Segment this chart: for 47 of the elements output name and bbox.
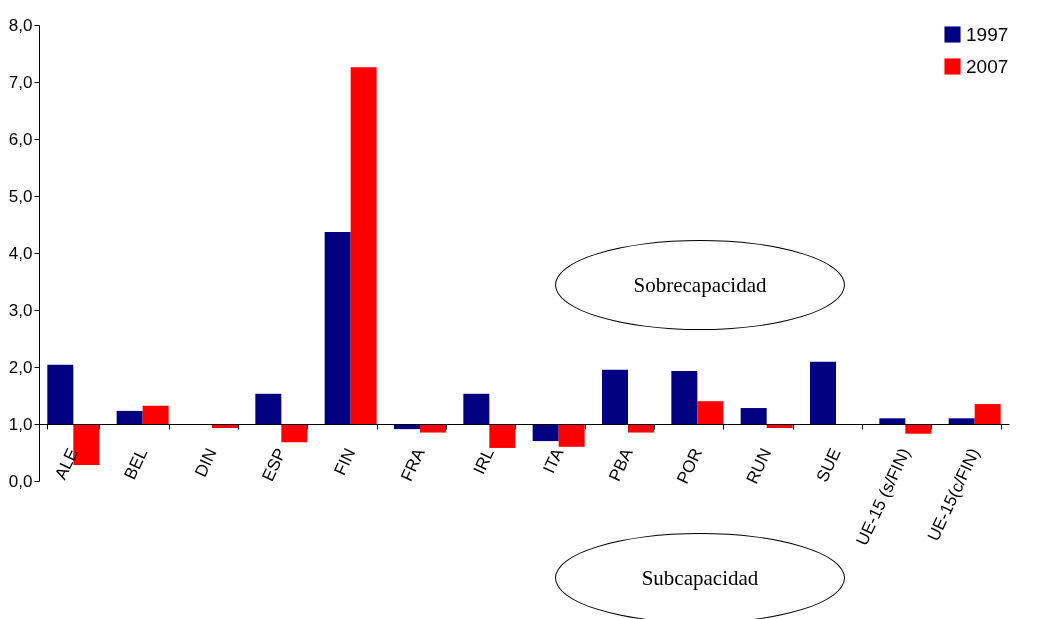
x-tick-label: FRA	[397, 444, 429, 485]
bar	[142, 405, 169, 424]
y-tick-label: 6,0	[8, 129, 33, 149]
bar	[463, 393, 490, 424]
bar	[532, 424, 559, 442]
bar	[740, 408, 767, 424]
y-tick-label: 7,0	[8, 72, 33, 92]
x-tick-label: IRL	[469, 445, 498, 478]
legend-label: 2007	[966, 55, 1009, 77]
x-tick-label: PBA	[605, 444, 637, 485]
bar	[671, 370, 698, 424]
x-tick-label: FIN	[330, 445, 360, 479]
y-tick-label: 4,0	[8, 243, 33, 263]
x-tick-label: SUE	[812, 445, 845, 485]
x-tick-label: ITA	[539, 444, 568, 477]
y-tick-label: 5,0	[8, 186, 33, 206]
y-tick-label: 1,0	[8, 414, 33, 434]
bar	[47, 364, 74, 424]
y-tick-label: 3,0	[8, 300, 33, 320]
bar	[420, 424, 446, 433]
y-tick-label: 8,0	[8, 15, 33, 35]
bar	[879, 418, 906, 424]
bar	[489, 424, 516, 448]
bar	[905, 424, 932, 434]
x-tick-label: ESP	[258, 445, 290, 485]
y-tick-label: 2,0	[8, 357, 33, 377]
bar	[324, 231, 351, 424]
bar	[116, 410, 143, 424]
bar	[697, 401, 724, 424]
x-tick-label: BEL	[120, 445, 152, 483]
bar	[974, 404, 1001, 424]
bar	[350, 67, 377, 424]
bar	[558, 424, 585, 447]
annotation: Sobrecapacidad	[633, 272, 767, 298]
legend-label: 1997	[966, 23, 1009, 45]
bar	[810, 361, 837, 424]
bar	[948, 418, 975, 424]
bar	[255, 393, 282, 424]
bar	[602, 369, 628, 424]
x-tick-label: RUN	[742, 445, 776, 487]
x-tick-label: DIN	[191, 445, 221, 480]
x-tick-label: ALE	[51, 445, 82, 483]
y-tick-label: 0,0	[8, 471, 33, 491]
x-tick-label: POR	[673, 445, 706, 487]
bar	[628, 424, 654, 433]
bar	[281, 424, 308, 443]
text: Subcapacidad	[641, 565, 759, 591]
